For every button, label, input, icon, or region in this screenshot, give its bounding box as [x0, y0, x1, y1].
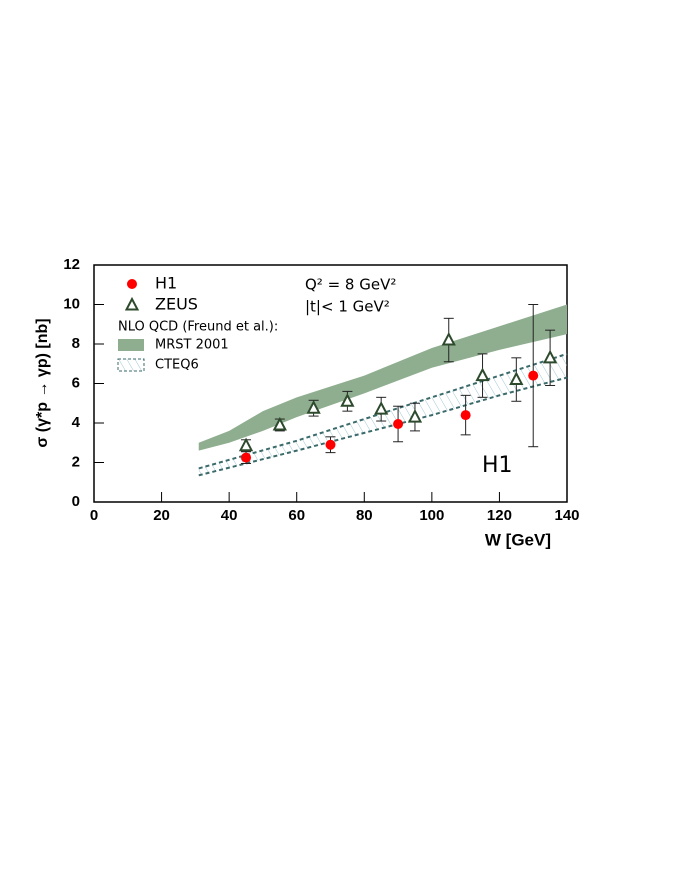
x-tick-label: 80 — [356, 507, 373, 524]
legend-label: CTEQ6 — [155, 358, 199, 373]
x-tick-label: 120 — [487, 507, 512, 524]
legend-title: NLO QCD (Freund et al.): — [118, 320, 278, 335]
data-point — [441, 331, 456, 346]
y-axis-label: σ (γ*p → γp) [nb] — [34, 318, 51, 447]
data-point — [325, 439, 336, 450]
data-point — [272, 416, 287, 431]
data-point — [241, 452, 252, 463]
data-point — [238, 437, 254, 452]
x-tick-label: 60 — [288, 507, 305, 524]
data-point — [340, 393, 355, 407]
data-point — [542, 349, 558, 364]
legend-label: ZEUS — [155, 295, 198, 314]
legend-marker — [124, 296, 140, 311]
annotation: H1 — [482, 453, 513, 478]
legend-swatch — [118, 339, 144, 351]
annotation: |t|< 1 GeV² — [305, 298, 390, 316]
legend-marker — [127, 279, 137, 289]
legend-swatch — [117, 358, 145, 372]
x-tick-label: 140 — [554, 507, 579, 524]
band — [198, 304, 567, 451]
data-point — [475, 367, 490, 382]
y-tick-label: 10 — [63, 295, 80, 312]
legend-label: H1 — [155, 274, 177, 293]
y-tick-label: 6 — [72, 374, 80, 391]
data-point — [407, 408, 423, 423]
data-point — [460, 410, 471, 421]
x-tick-label: 0 — [90, 507, 98, 524]
data-point — [306, 400, 321, 414]
y-tick-label: 2 — [72, 453, 80, 470]
data-point — [509, 371, 524, 386]
data-point — [374, 401, 389, 415]
y-tick-label: 12 — [63, 256, 80, 273]
x-axis-label: W [GeV] — [485, 530, 551, 549]
data-point — [528, 370, 539, 381]
annotation: Q² = 8 GeV² — [305, 276, 396, 294]
y-tick-label: 8 — [72, 335, 80, 352]
x-tick-label: 20 — [153, 507, 170, 524]
y-tick-label: 0 — [72, 493, 80, 510]
legend-label: MRST 2001 — [155, 338, 229, 353]
band-edge — [198, 352, 568, 470]
data-point — [393, 418, 404, 429]
y-tick-label: 4 — [72, 414, 81, 431]
x-tick-label: 100 — [419, 507, 444, 524]
x-tick-label: 40 — [221, 507, 238, 524]
